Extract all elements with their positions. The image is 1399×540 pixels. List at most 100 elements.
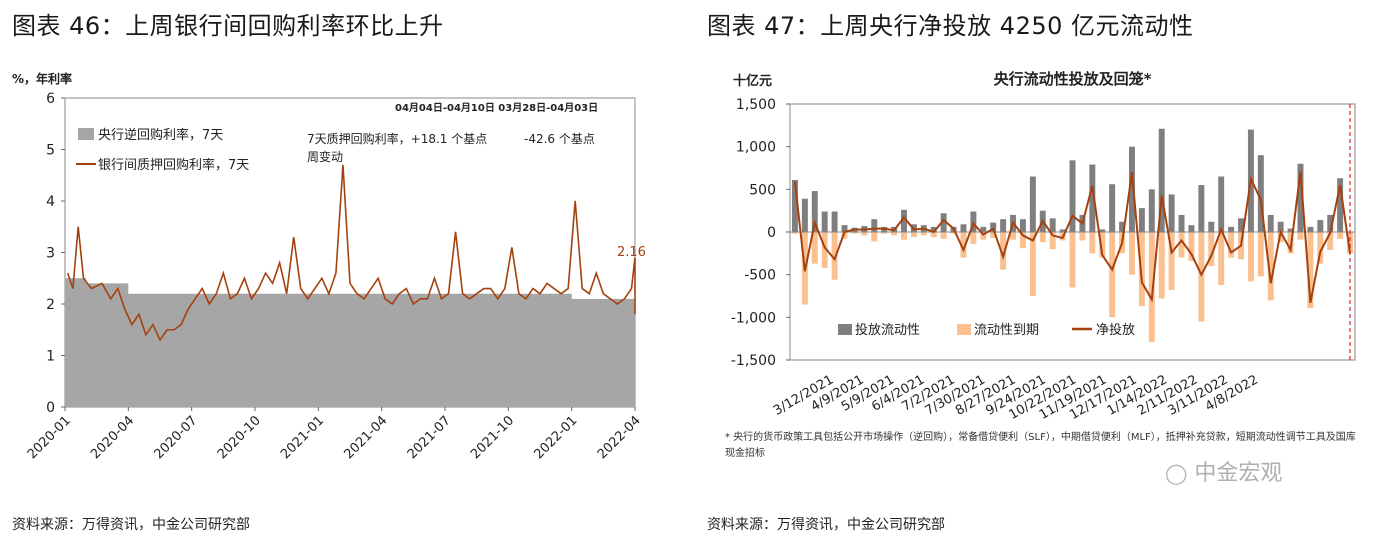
injection-bar [1109,184,1116,232]
maturity-bar [910,232,917,238]
maturity-bar [1158,232,1165,299]
right-y-tick-label: 500 [749,182,776,198]
maturity-bar [950,232,957,234]
injection-bar [930,226,937,232]
right-y-tick-label: 1,500 [736,97,776,113]
maturity-bar [1307,232,1314,308]
left-x-tick-label: 2020-07 [151,413,200,462]
last-value-label: 2.16 [617,245,646,260]
maturity-bar [1089,232,1096,254]
maturity-bar [841,232,848,239]
maturity-bar [920,232,927,236]
right-chart: 央行流动性投放及回笼* 1,500 1,000 500 0 -500 -1,000 -1,50… [731,70,1356,423]
right-y-tick-label: -1,000 [731,310,776,326]
maturity-bar [871,232,878,242]
injection-bar [980,226,987,232]
maturity-bar [1337,232,1344,239]
injection-bar [1168,194,1175,232]
injection-bar [1188,225,1195,232]
injection-bar [1297,163,1304,232]
annotation-weekly-change: 7天质押回购利率，+18.1 个基点 [307,131,487,146]
maturity-bar [821,232,828,268]
maturity-bar [1228,232,1235,258]
maturity-bar [1138,232,1145,307]
injection-bar [871,219,878,232]
annotation-weekly-change-caption: 周变动 [307,149,343,164]
legend-swatch-injection [838,324,852,335]
maturity-bar [891,232,898,236]
injection-bar [1089,164,1096,232]
maturity-bar [930,232,937,238]
maturity-bar [1218,232,1225,285]
maturity-bar [811,232,818,264]
maturity-bar [980,232,987,240]
injection-bar [1277,221,1284,232]
maturity-bar [1267,232,1274,301]
maturity-bar [1069,232,1076,288]
injection-bar [1148,189,1155,232]
legend-label-line: 银行间质押回购利率，7天 [98,157,249,173]
watermark-logo: ◯ 中金宏观 [1165,455,1282,487]
legend-label-maturity: 流动性到期 [974,323,1039,338]
injection-bar [1029,176,1036,232]
policy-rate-area [65,278,635,407]
maturity-bar [1148,232,1155,343]
left-y-tick-label: 5 [46,143,55,159]
left-panel: 图表 46：上周银行间回购利率环比上升 %，年利率 0 1 2 3 4 5 6 2020-01… [0,0,690,540]
injection-bar [1000,219,1007,232]
right-y-axis-label: 十亿元 [733,74,773,89]
injection-bar [831,211,838,232]
left-y-tick-label: 3 [46,246,55,262]
injection-bar [1129,146,1135,232]
maturity-bar [1099,232,1106,258]
injection-bar [1257,155,1264,232]
right-chart-title: 央行流动性投放及回笼* [994,70,1152,88]
left-y-tick-label: 6 [46,91,55,107]
injection-bar [970,211,977,232]
injection-bar [801,198,808,232]
right-footnote: * 央行的货币政策工具包括公开市场操作（逆回购），常备借贷便利（SLF），中期借… [725,432,1356,459]
maturity-bar [1168,232,1175,291]
injection-bar [960,224,967,232]
maturity-bar [851,232,858,234]
injection-bar [1218,176,1225,232]
injection-bar [1287,228,1294,232]
maturity-bar [1327,232,1334,250]
right-source: 资料来源：万得资讯，中金公司研究部 [707,517,945,533]
injection-bar [811,191,818,232]
maturity-bar [1257,232,1264,277]
maturity-bar [881,232,888,234]
maturity-bar [1109,232,1116,318]
injection-bar [821,211,828,232]
maturity-bar [1297,232,1304,240]
left-x-tick-label: 2021-10 [468,413,517,462]
left-y-tick-label: 2 [46,297,55,313]
right-figure-title: 图表 47：上周央行净投放 4250 亿元流动性 [707,12,1194,40]
maturity-bar [940,232,947,239]
legend-swatch-area [78,128,94,140]
left-x-tick-label: 2021-04 [341,413,390,462]
maturity-bar [1019,232,1026,249]
repo-rate-line [66,164,636,342]
maturity-bar [1000,232,1007,270]
maturity-bar [990,232,997,238]
left-y-tick-label: 0 [46,400,55,416]
maturity-bar [1079,232,1086,241]
injection-bar [1158,128,1165,232]
maturity-bar [1317,232,1324,264]
wechat-icon: ◯ [1165,461,1188,485]
left-x-tick-label: 2021-01 [278,413,327,462]
maturity-bar [960,232,967,258]
injection-bar [1069,160,1076,232]
left-chart: 0 1 2 3 4 5 6 2020-01 2020-04 2020-07 2020-10 2021-… [25,91,646,462]
legend-label-injection: 投放流动性 [855,322,920,338]
maturity-bar [791,232,798,234]
maturity-bar [901,232,907,240]
left-x-tick-label: 2020-01 [25,413,74,462]
injection-bar [1119,221,1126,232]
maturity-bar [1208,232,1215,267]
injection-bar [1317,220,1324,232]
injection-bar [940,213,947,232]
right-y-tick-label: 0 [767,225,776,241]
left-x-tick-label: 2022-04 [595,413,644,462]
